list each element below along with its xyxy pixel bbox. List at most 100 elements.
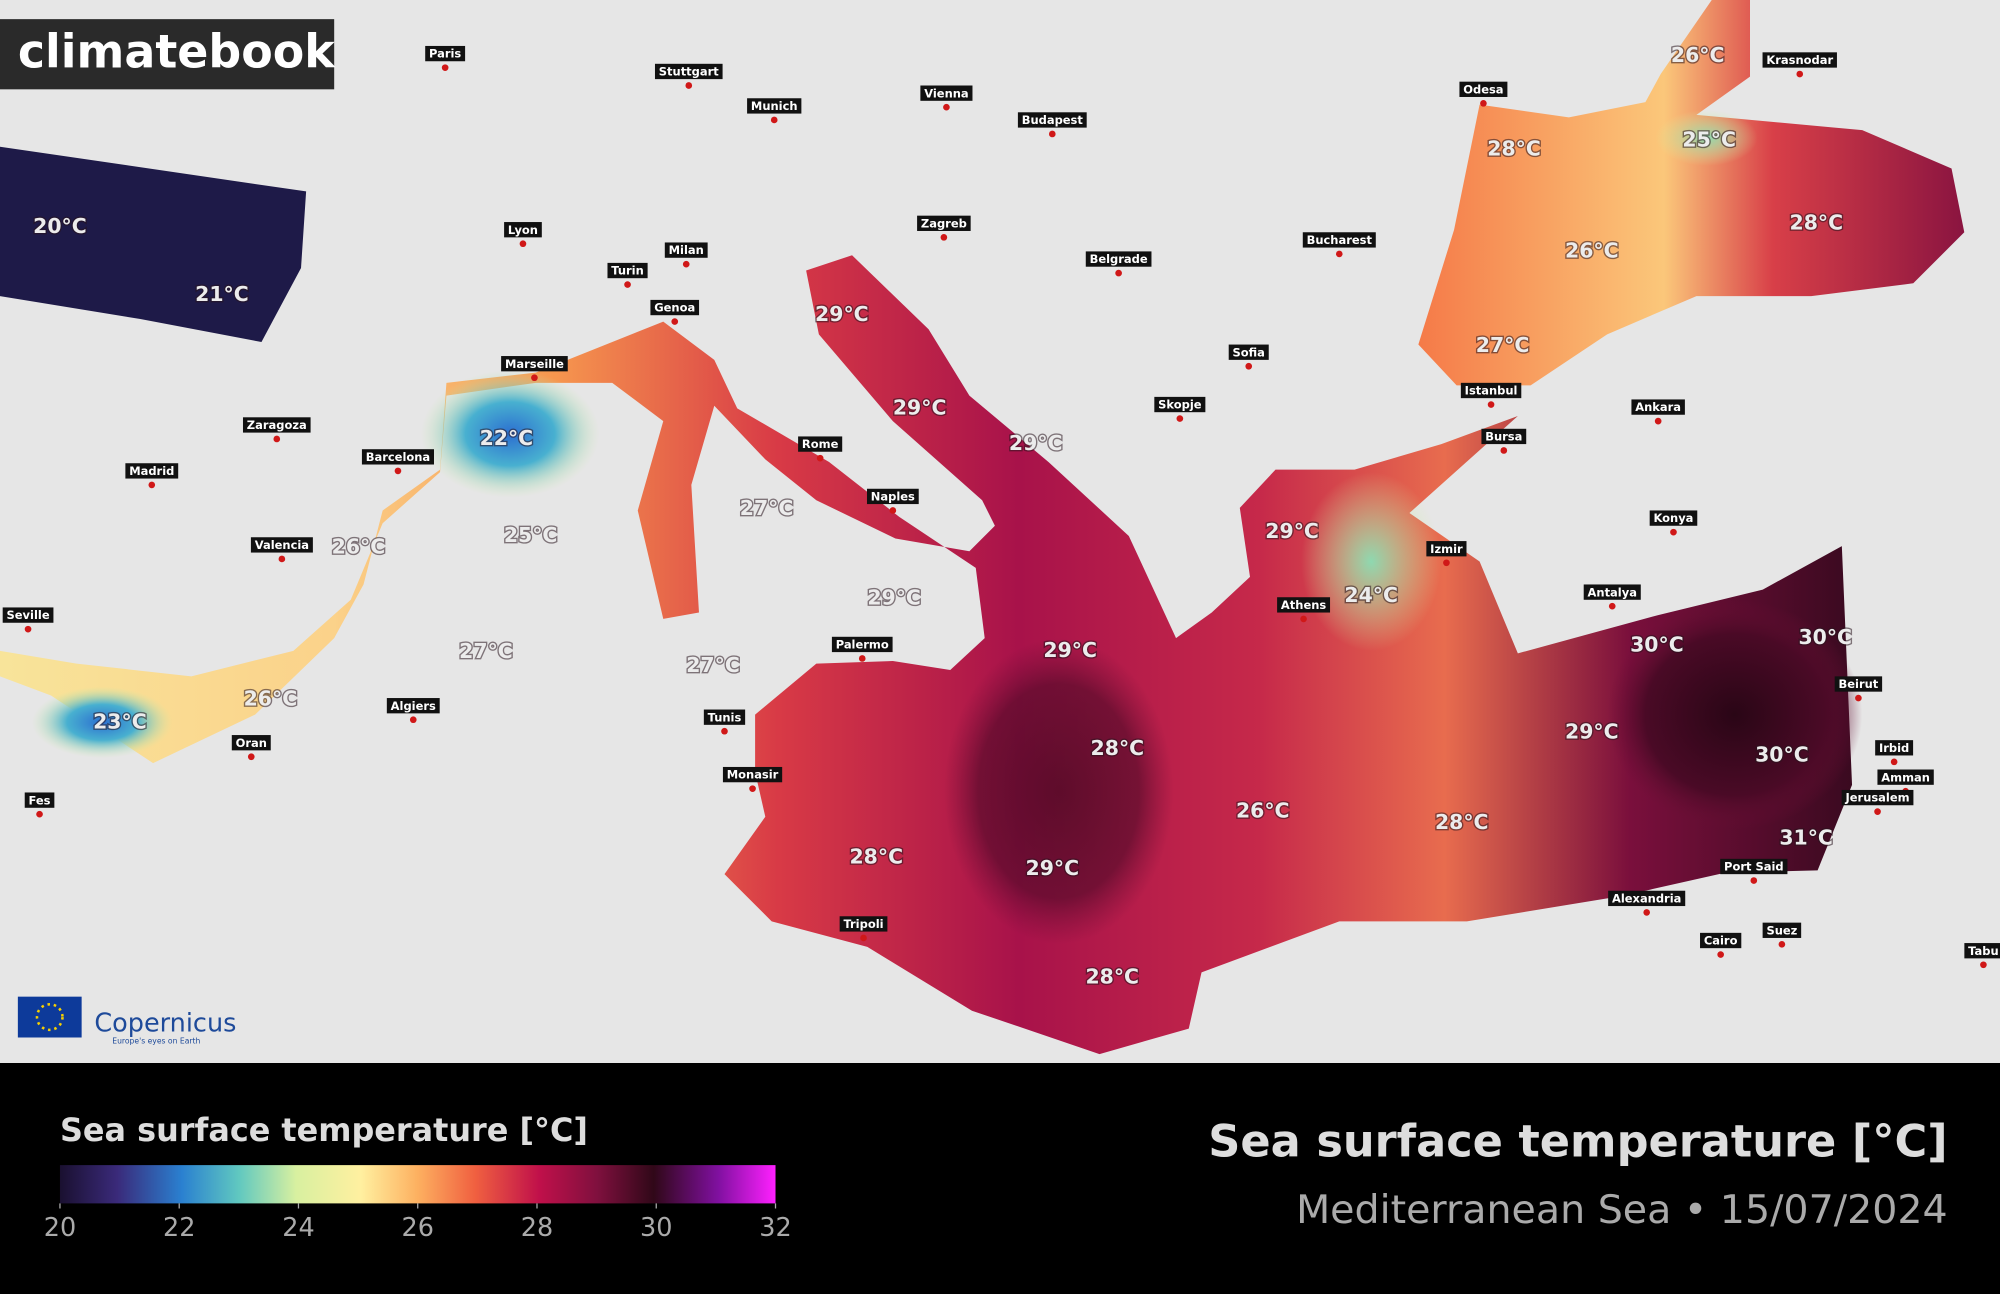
cool-patch bbox=[31, 686, 173, 759]
city-label-box bbox=[1649, 510, 1698, 526]
city-dot bbox=[940, 234, 948, 241]
city-label-box bbox=[504, 222, 542, 238]
city-label-box bbox=[1154, 396, 1206, 413]
city-label-box bbox=[1877, 769, 1934, 785]
sea-temperature-label: 28°C bbox=[1487, 136, 1541, 160]
cool-patch bbox=[1301, 472, 1442, 651]
city-dot bbox=[1608, 602, 1616, 610]
city-label-box bbox=[917, 215, 971, 231]
city-label-box bbox=[839, 916, 888, 932]
city-label-box bbox=[501, 356, 568, 372]
city: Tripoli bbox=[839, 916, 888, 942]
city-dot bbox=[441, 64, 449, 71]
city-label: Istanbul bbox=[1465, 384, 1518, 398]
city-dot bbox=[816, 454, 824, 462]
city-dot bbox=[858, 655, 866, 662]
city: Oran bbox=[231, 735, 271, 761]
city-dot bbox=[519, 240, 527, 248]
city-label-box bbox=[1964, 943, 2000, 959]
city: Algiers bbox=[386, 698, 440, 724]
city-dot bbox=[247, 753, 255, 761]
city-dot bbox=[685, 82, 693, 89]
city: Tunis bbox=[703, 709, 746, 735]
city-dot bbox=[531, 374, 538, 382]
city-label: Amman bbox=[1881, 770, 1930, 784]
city: Izmir bbox=[1426, 541, 1467, 567]
logo: climatebook bbox=[18, 24, 336, 78]
sea-temperature-label: 26°C bbox=[1236, 799, 1290, 823]
city-dot bbox=[1778, 941, 1786, 948]
city: Milan bbox=[664, 242, 708, 268]
city-dot bbox=[1670, 528, 1677, 536]
city-label: Beirut bbox=[1839, 677, 1879, 691]
city: Lyon bbox=[504, 222, 542, 248]
city: Naples bbox=[866, 488, 919, 514]
city-dot bbox=[24, 625, 32, 633]
city: Monasir bbox=[722, 766, 783, 792]
eu-flag bbox=[17, 996, 82, 1038]
city: Amman bbox=[1877, 769, 1934, 795]
sea-temperature-label: 30°C bbox=[1630, 633, 1684, 657]
city-label: Zaragoza bbox=[247, 418, 307, 432]
city-label-box bbox=[242, 417, 311, 433]
city-label: Cairo bbox=[1704, 934, 1738, 948]
city-label-box bbox=[1459, 81, 1508, 97]
city: Barcelona bbox=[361, 449, 434, 475]
city-label-box bbox=[250, 537, 313, 553]
city-label: Athens bbox=[1281, 598, 1326, 612]
sea-temperature-label: 28°C bbox=[1091, 736, 1145, 760]
city-label: Jerusalem bbox=[1845, 791, 1910, 805]
city: Genoa bbox=[650, 299, 700, 325]
city-label: Odesa bbox=[1463, 82, 1503, 96]
colorbar-tick-label: 32 bbox=[759, 1213, 791, 1243]
city-dot bbox=[721, 727, 728, 735]
city-label-box bbox=[425, 45, 466, 62]
city-dot bbox=[1115, 269, 1122, 277]
city-label-box bbox=[1834, 676, 1883, 692]
city-label: Fes bbox=[29, 793, 51, 807]
colorbar bbox=[59, 1165, 776, 1204]
city-label: Skopje bbox=[1158, 398, 1202, 412]
city: Madrid bbox=[125, 463, 179, 489]
city-label: Turin bbox=[611, 264, 643, 278]
city-dot bbox=[889, 507, 897, 514]
sea-temperature-label: 27°C bbox=[686, 653, 740, 677]
subtitle: Mediterranean Sea • 15/07/2024 bbox=[1296, 1187, 1948, 1233]
city-label: Izmir bbox=[1430, 542, 1463, 556]
city-label: Bucharest bbox=[1307, 233, 1373, 247]
city-label-box bbox=[747, 98, 802, 114]
sea-temperature-label: 28°C bbox=[1085, 965, 1139, 989]
sea-temperature-label: 24°C bbox=[1344, 583, 1398, 607]
city-dot bbox=[1855, 694, 1862, 702]
sea-temperature-label: 27°C bbox=[459, 639, 513, 663]
sea-temperature-label: 29°C bbox=[1009, 431, 1063, 455]
city-dot bbox=[148, 481, 156, 489]
city: Rome bbox=[798, 436, 843, 462]
city-label: Antalya bbox=[1588, 585, 1637, 599]
city-dot bbox=[860, 934, 867, 942]
city-label: Budapest bbox=[1022, 113, 1084, 127]
city-label: Tripoli bbox=[843, 917, 883, 931]
city-dot bbox=[409, 716, 417, 724]
city-label-box bbox=[386, 698, 440, 714]
city: Bursa bbox=[1481, 428, 1527, 454]
city-dot bbox=[1048, 130, 1056, 138]
sea-temperature-label: 27°C bbox=[1476, 333, 1530, 357]
city: Odesa bbox=[1459, 81, 1508, 107]
city-dot bbox=[1654, 417, 1662, 425]
city: Munich bbox=[747, 98, 802, 124]
city-label: Krasnodar bbox=[1766, 53, 1833, 67]
city-label-box bbox=[1608, 890, 1686, 907]
colorbar-tick-label: 24 bbox=[282, 1213, 314, 1243]
city-label: Sofia bbox=[1233, 345, 1265, 359]
city-label: Suez bbox=[1766, 923, 1797, 937]
city-label-box bbox=[664, 242, 708, 258]
city-label: Madrid bbox=[129, 464, 174, 478]
cool-patch bbox=[420, 370, 600, 498]
colorbar-tick-label: 26 bbox=[402, 1213, 434, 1243]
sea-temperature-label: 29°C bbox=[1043, 638, 1097, 662]
city-label-box bbox=[722, 766, 783, 783]
city-label: Barcelona bbox=[366, 450, 430, 464]
city: Vienna bbox=[920, 85, 973, 111]
